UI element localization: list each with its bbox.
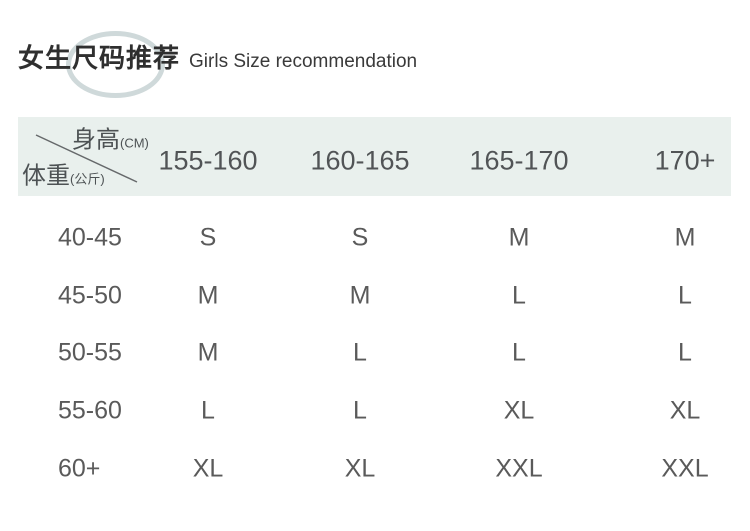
size-cell: XL: [503, 396, 535, 425]
page-title: 女生尺码推荐 Girls Size recommendation: [18, 43, 418, 74]
weight-range-label: 40-45: [58, 223, 122, 252]
column-axis-label: 身高: [72, 126, 120, 154]
row-axis-title: 体重(公斤): [22, 156, 105, 191]
height-range-header: 165-170: [469, 145, 569, 176]
size-cell: L: [678, 281, 692, 310]
row-axis-label: 体重: [22, 162, 70, 190]
size-cell: L: [512, 281, 526, 310]
height-range-header: 170+: [654, 145, 716, 176]
size-cell: M: [508, 223, 530, 252]
weight-range-label: 55-60: [58, 396, 122, 425]
size-cell: XXL: [661, 454, 709, 483]
size-cell: XXL: [495, 454, 543, 483]
page-title-zh: 女生尺码推荐: [18, 43, 181, 73]
weight-range-label: 50-55: [58, 338, 122, 367]
size-cell: M: [674, 223, 696, 252]
height-range-header: 160-165: [310, 145, 410, 176]
weight-range-label: 60+: [58, 454, 101, 483]
page-title-en: Girls Size recommendation: [189, 51, 418, 72]
size-cell: S: [199, 223, 217, 252]
size-cell: L: [201, 396, 215, 425]
column-axis-unit: (CM): [120, 135, 149, 151]
size-cell: L: [512, 338, 526, 367]
size-cell: S: [351, 223, 369, 252]
size-cell: L: [678, 338, 692, 367]
size-cell: M: [349, 281, 371, 310]
size-cell: L: [353, 338, 367, 367]
height-range-header: 155-160: [158, 145, 258, 176]
size-cell: M: [197, 338, 219, 367]
size-cell: XL: [192, 454, 224, 483]
column-axis-title: 身高(CM): [72, 120, 149, 155]
row-axis-unit: (公斤): [70, 171, 105, 187]
weight-range-label: 45-50: [58, 281, 122, 310]
size-cell: M: [197, 281, 219, 310]
size-cell: L: [353, 396, 367, 425]
size-cell: XL: [669, 396, 701, 425]
title-ellipse-decoration: [66, 31, 165, 98]
size-cell: XL: [344, 454, 376, 483]
